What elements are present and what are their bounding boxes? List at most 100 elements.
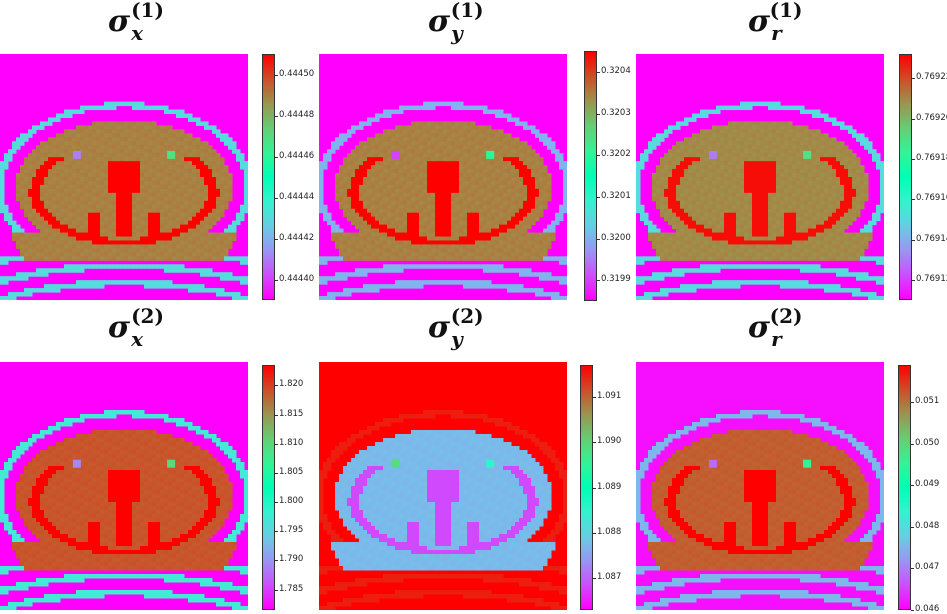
heatmap-cell <box>367 161 372 166</box>
heatmap-cell <box>40 220 45 226</box>
heatmap-cell <box>804 165 809 170</box>
heatmap-cell <box>395 188 400 194</box>
heatmap-cell <box>459 161 464 166</box>
heatmap-cell <box>487 204 492 210</box>
heatmap-cell <box>44 236 49 241</box>
heatmap-cell <box>180 208 185 214</box>
heatmap-cell <box>856 161 861 166</box>
heatmap-cell <box>116 188 121 194</box>
heatmap-cell <box>399 184 404 190</box>
heatmap-cell <box>395 180 400 186</box>
heatmap-cell <box>192 252 197 257</box>
heatmap-cell <box>168 264 173 269</box>
heatmap-cell <box>116 169 121 174</box>
heatmap-cell <box>32 161 37 166</box>
heatmap-cell <box>379 200 384 206</box>
heatmap-cell <box>415 284 420 289</box>
heatmap-cell <box>451 169 456 174</box>
heatmap-cell <box>164 177 169 182</box>
heatmap-cell <box>780 153 785 158</box>
heatmap-cell <box>539 177 544 182</box>
heatmap-cell <box>636 161 641 166</box>
heatmap-cell <box>128 204 133 210</box>
heatmap-cell <box>379 133 384 138</box>
heatmap-cell <box>104 101 109 107</box>
heatmap-cell <box>487 256 492 261</box>
heatmap-cell <box>232 296 237 300</box>
heatmap-cell <box>387 192 392 198</box>
heatmap-cell <box>816 177 821 182</box>
heatmap-cell <box>84 137 89 142</box>
heatmap-cell <box>200 248 205 253</box>
heatmap-cell <box>351 177 356 182</box>
heatmap-cell <box>459 240 464 245</box>
heatmap-cell <box>112 157 117 162</box>
heatmap-cell <box>499 264 504 269</box>
heatmap-cell <box>359 252 364 257</box>
heatmap-cell <box>104 232 109 238</box>
heatmap-cell <box>483 268 488 273</box>
heatmap-cell <box>164 129 169 134</box>
heatmap-cell <box>636 188 641 194</box>
heatmap-cell <box>80 157 85 162</box>
heatmap-cell <box>168 232 173 238</box>
heatmap-cell <box>347 204 352 210</box>
heatmap-cell <box>475 224 480 230</box>
heatmap-cell <box>200 184 205 190</box>
heatmap-cell <box>475 192 480 198</box>
heatmap-cell <box>88 284 93 289</box>
heatmap-cell <box>471 224 476 230</box>
heatmap-cell <box>788 165 793 170</box>
heatmap-cell <box>164 208 169 214</box>
heatmap-cell <box>419 248 424 253</box>
heatmap-cell <box>744 157 749 162</box>
heatmap-cell <box>212 169 217 174</box>
heatmap-cell <box>80 129 85 134</box>
heatmap-cell <box>335 232 340 238</box>
heatmap-cell <box>439 280 444 285</box>
heatmap-cell <box>124 180 129 186</box>
heatmap-cell <box>60 161 65 166</box>
heatmap-cell <box>128 129 133 134</box>
heatmap-cell <box>848 184 853 190</box>
colorbar-tick-label: 0.3200 <box>601 232 631 243</box>
heatmap-cell <box>491 173 496 178</box>
heatmap-cell <box>523 157 528 162</box>
heatmap-cell <box>507 224 512 230</box>
heatmap-cell <box>92 212 97 218</box>
heatmap-cell <box>459 204 464 210</box>
heatmap-cell <box>96 264 101 269</box>
heatmap-cell <box>244 177 248 182</box>
heatmap-cell <box>331 276 336 281</box>
heatmap-cell <box>411 208 416 214</box>
heatmap-cell <box>176 113 181 118</box>
heatmap-cell <box>40 125 45 130</box>
heatmap-cell <box>176 228 181 234</box>
heatmap-cell <box>664 153 669 158</box>
heatmap-cell <box>327 216 332 222</box>
heatmap-cell <box>535 169 540 174</box>
heatmap-cell <box>176 216 181 222</box>
heatmap-cell <box>820 184 825 190</box>
heatmap-cell <box>696 169 701 174</box>
heatmap-cell <box>563 196 567 202</box>
heatmap-cell <box>88 145 93 150</box>
heatmap-cell <box>499 157 504 162</box>
heatmap-cell <box>168 145 173 150</box>
heatmap-cell <box>200 272 205 277</box>
heatmap-cell <box>136 165 141 170</box>
heatmap-cell <box>736 121 741 126</box>
heatmap-cell <box>407 177 412 182</box>
heatmap-cell <box>28 256 33 261</box>
heatmap-cell <box>136 169 141 174</box>
heatmap-cell <box>32 252 37 257</box>
heatmap-cell <box>467 220 472 226</box>
heatmap-cell <box>104 157 109 162</box>
heatmap-cell <box>92 105 97 111</box>
heatmap-cell <box>832 117 837 122</box>
heatmap-cell <box>487 236 492 241</box>
heatmap-cell <box>696 133 701 138</box>
heatmap-cell <box>395 137 400 142</box>
heatmap-cell <box>192 173 197 178</box>
heatmap-cell <box>495 137 500 142</box>
